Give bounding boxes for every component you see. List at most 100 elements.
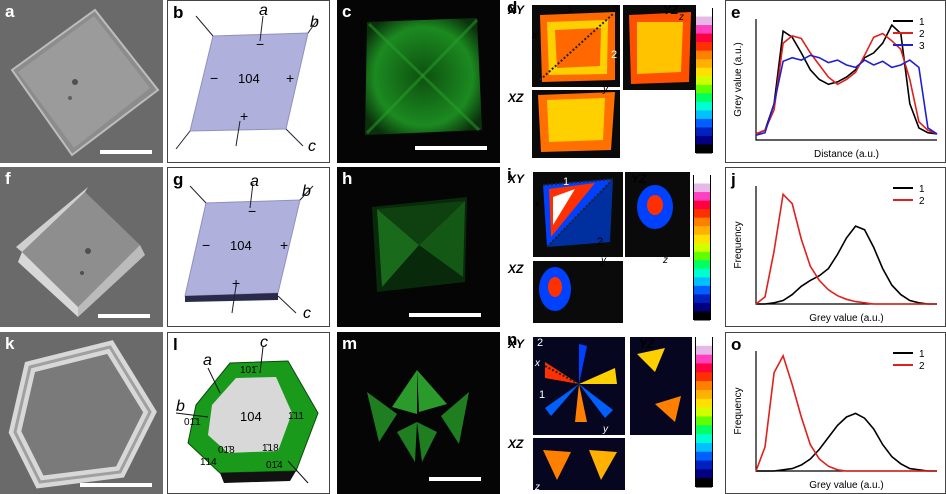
face-left: 01̄1: [184, 417, 201, 428]
colormap-swatch: [694, 226, 710, 236]
axis-y: y: [602, 424, 609, 435]
panel-label: g: [173, 170, 184, 189]
panel-label: i: [507, 167, 512, 184]
colormap-swatch: [696, 33, 712, 43]
colormap-swatch: [696, 345, 712, 356]
face-top: 101̄: [240, 365, 259, 376]
panel-label: e: [731, 3, 741, 22]
colormap-swatch: [694, 268, 710, 278]
x-axis-label: Grey value (a.u.): [809, 480, 883, 491]
axis-label-b: b: [302, 183, 311, 200]
colormap-swatch: [694, 209, 710, 219]
face-index: 104: [240, 409, 262, 424]
colormap-swatch: [694, 302, 710, 312]
colormap-swatch: [696, 337, 712, 347]
face-lower-left: 01̄8: [218, 445, 235, 456]
colormap-swatch: [696, 93, 712, 103]
panel-label: f: [5, 169, 11, 188]
sign-top: −: [248, 203, 256, 219]
legend-label: 1: [919, 349, 925, 360]
panel-m-fluorescence-image: m: [337, 332, 500, 494]
panel-d-confocal-maps: XY YZ XZ x y z 1 2 3 d: [505, 0, 720, 163]
x-axis-label: Grey value (a.u.): [809, 313, 883, 324]
profile-line-1: 1: [563, 176, 569, 188]
series-line-3: [755, 54, 938, 136]
colormap-swatch: [696, 354, 712, 364]
legend-label: 1: [919, 17, 925, 28]
scale-bar: [429, 477, 481, 481]
panel-n-confocal-maps: XY YZ XZ x y z 1 2 n: [505, 332, 720, 494]
series-line-1: [756, 412, 937, 472]
colormap-swatch: [694, 260, 710, 270]
panel-e-chart: Distance (a.u.) Grey value (a.u.) 1 2 3 e: [725, 0, 946, 163]
series-line-1: [756, 225, 937, 305]
profile-line-1: 1: [567, 4, 573, 15]
panel-label: k: [5, 334, 15, 353]
sign-bottom: +: [232, 275, 240, 291]
colormap-swatch: [696, 42, 712, 52]
sign-left: −: [210, 70, 218, 86]
panel-label: h: [342, 169, 353, 188]
axis-line: [195, 15, 214, 37]
axis-label-c: c: [308, 138, 316, 155]
panel-l-crystal-diagram: a b c 104 101̄ 01̄1 1̄11 01̄8 1̄18 1̄14 …: [167, 332, 330, 494]
face-index: 104: [238, 71, 260, 86]
colormap-swatch: [696, 478, 712, 488]
colormap-swatch: [694, 183, 710, 193]
panel-label: l: [173, 335, 178, 354]
axis-x: x: [534, 199, 541, 210]
colormap-swatch: [696, 398, 712, 409]
series-line-2: [755, 353, 937, 472]
axis-x: x: [534, 358, 541, 369]
axis-x: x: [531, 30, 538, 41]
axis-z: z: [678, 12, 684, 23]
label-xz: XZ: [507, 262, 524, 276]
x-axis-label: Distance (a.u.): [814, 149, 879, 160]
sign-left: −: [202, 237, 210, 253]
chart-axes: [755, 186, 937, 305]
colormap-swatch: [696, 416, 712, 426]
colormap-swatch: [696, 25, 712, 35]
legend-label: 2: [919, 361, 925, 372]
label-xy: XY: [507, 337, 525, 351]
label-xy: XY: [507, 3, 525, 17]
colormap-swatch: [696, 76, 712, 86]
legend-label: 1: [919, 184, 925, 195]
axis-z: z: [534, 482, 540, 493]
colormap-swatch: [694, 200, 710, 210]
colormap-swatch: [696, 407, 712, 417]
label-yz: YZ: [631, 172, 647, 186]
colormap-swatch: [696, 434, 712, 444]
panel-b-crystal-diagram: a b c 104 − − + + b: [167, 0, 330, 163]
scale-bar: [100, 150, 152, 154]
panel-label: o: [731, 335, 742, 354]
colormap-swatch: [696, 135, 712, 145]
axis-label-b: b: [310, 14, 319, 31]
panel-c-fluorescence-image: c: [337, 0, 500, 163]
sem-crystal-a: [10, 8, 160, 157]
line-chart-j: Grey value (a.u.) Frequency 12: [733, 184, 937, 324]
panel-label: b: [173, 3, 184, 22]
legend-label: 2: [919, 29, 925, 40]
colormap-swatch: [696, 84, 712, 94]
colormap-swatch: [696, 442, 712, 453]
profile-line-3: 3: [613, 4, 619, 15]
panel-k-sem-image: k: [0, 332, 163, 494]
sign-right: +: [280, 237, 288, 253]
axis-label-a: a: [259, 2, 268, 19]
panel-label: j: [731, 170, 736, 189]
panel-label: m: [342, 334, 358, 353]
label-xz: XZ: [507, 91, 524, 105]
colormap-swatch: [696, 381, 712, 391]
panel-a-sem-image: a: [0, 0, 163, 163]
panel-label: d: [507, 0, 518, 17]
face-right: 1̄11: [288, 411, 304, 422]
colormap-swatch: [696, 110, 712, 120]
colormap-swatch: [694, 251, 710, 261]
scale-bar: [409, 313, 481, 317]
colormap-swatch: [694, 311, 710, 321]
colormap-swatch: [696, 372, 712, 382]
label-xy: XY: [507, 172, 525, 186]
colormap-swatch: [694, 277, 710, 287]
scale-bar: [415, 146, 487, 150]
